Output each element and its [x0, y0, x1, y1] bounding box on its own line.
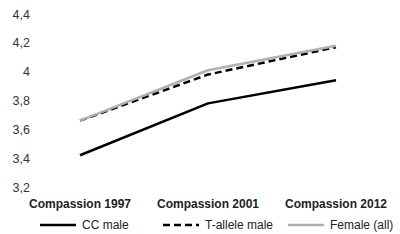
y-tick-label: 3,4	[13, 152, 30, 166]
y-tick-label: 3,6	[13, 123, 30, 137]
y-tick-label: 4	[23, 65, 30, 79]
y-tick-label: 4,4	[13, 8, 30, 22]
chart: 3,2 3,4 3,6 3,8 4 4,2 4,4 Compassion 1997 Compas…	[0, 0, 400, 234]
plot-area	[80, 46, 336, 156]
legend-label: T-allele male	[205, 218, 273, 232]
legend-swatch	[288, 224, 324, 227]
x-tick-label: Compassion 2012	[285, 197, 387, 211]
legend-swatch	[40, 224, 76, 227]
series-line	[80, 47, 336, 121]
legend-label: Female (all)	[330, 218, 393, 232]
legend-swatch	[163, 224, 199, 227]
x-tick-label: Compassion 2001	[157, 197, 259, 211]
y-tick-label: 3,8	[13, 94, 30, 108]
series-line	[80, 80, 336, 155]
y-tick-label: 3,2	[13, 181, 30, 195]
legend-label: CC male	[82, 218, 129, 232]
x-tick-label: Compassion 1997	[29, 197, 131, 211]
series-line	[80, 46, 336, 121]
y-tick-label: 4,2	[13, 36, 30, 50]
